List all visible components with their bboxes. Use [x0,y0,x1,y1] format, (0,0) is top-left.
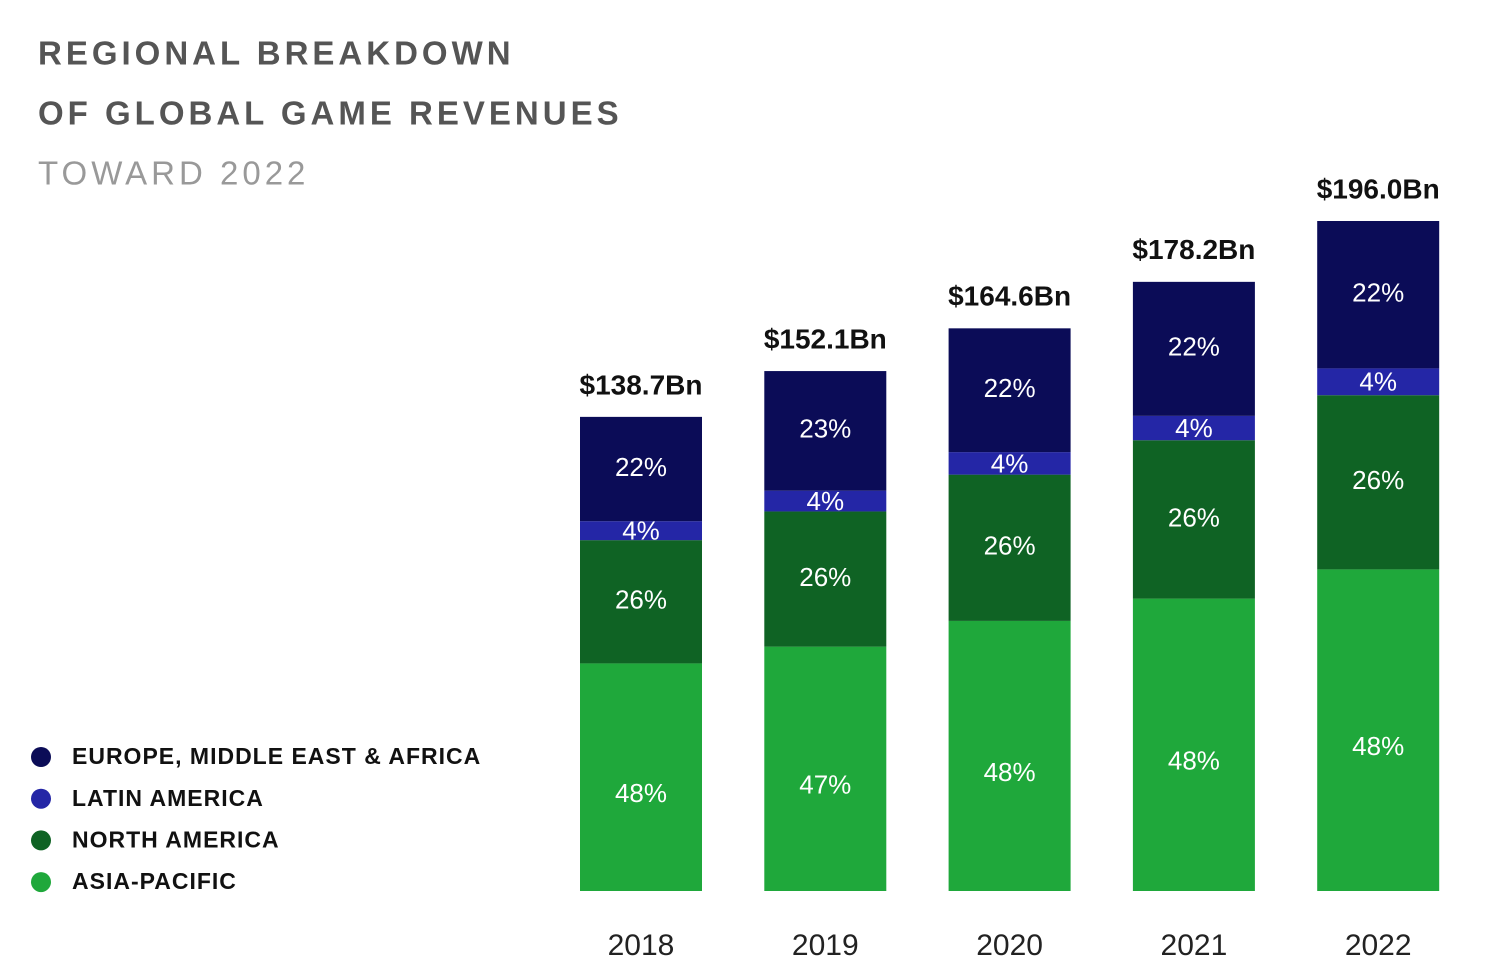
segment-label: 26% [799,562,851,592]
chart-subtitle: TOWARD 2022 [38,155,309,192]
total-label: $164.6Bn [948,281,1071,312]
legend-label: NORTH AMERICA [72,826,280,852]
bar-segment [1317,395,1440,570]
bar-segment [580,540,702,664]
segment-label: 48% [984,757,1036,787]
bar-segment [1132,598,1255,891]
bar-segment [948,620,1071,891]
bar-segment [764,646,887,891]
total-label: $196.0Bn [1317,173,1440,204]
segment-label: 26% [1168,502,1220,532]
segment-label: 4% [807,486,845,516]
bar-segment [948,328,1071,453]
segment-label: 48% [615,778,667,808]
x-tick-label: 2018 [608,929,675,962]
x-tick-label: 2021 [1161,929,1228,962]
segment-label: 22% [1168,332,1220,362]
total-label: $178.2Bn [1132,234,1255,265]
bar-segment [1317,221,1440,369]
segment-label: 47% [799,770,851,800]
bar-segment [580,663,702,891]
bar-segment [580,416,702,522]
x-tick-label: 2020 [976,929,1043,962]
segment-label: 48% [1352,731,1404,761]
segment-label: 26% [984,531,1036,561]
bar-segment [1132,281,1255,416]
bar-segment [948,452,1071,475]
bar-segment [1132,440,1255,599]
segment-label: 23% [799,414,851,444]
bar-segment [948,474,1071,621]
bar-segment [1132,415,1255,441]
segment-label: 22% [1352,278,1404,308]
segment-label: 22% [984,373,1036,403]
bar-segment [1317,569,1440,891]
segment-label: 4% [1359,367,1397,397]
chart-title: OF GLOBAL GAME REVENUES [38,95,623,132]
legend-marker [31,788,51,809]
segment-label: 4% [991,448,1029,478]
bar-segment [764,371,887,491]
chart-title: REGIONAL BREAKDOWN [38,35,515,72]
segment-label: 22% [615,452,667,482]
bar-segment [764,511,887,647]
bar-segment [764,490,887,512]
segment-label: 4% [1175,413,1213,443]
legend-label: LATIN AMERICA [72,785,264,811]
legend-marker [31,872,51,893]
segment-label: 26% [615,585,667,615]
legend-label: ASIA-PACIFIC [72,868,237,894]
segment-label: 48% [1168,746,1220,776]
segment-label: 26% [1352,465,1404,495]
total-label: $152.1Bn [764,323,887,354]
bar-segment [580,521,702,541]
bar-segment [1317,368,1440,396]
legend-marker [31,747,51,767]
x-tick-label: 2022 [1345,929,1412,962]
total-label: $138.7Bn [580,369,703,400]
x-tick-label: 2019 [792,929,859,962]
legend-label: EUROPE, MIDDLE EAST & AFRICA [72,743,481,769]
legend-marker [31,830,51,851]
